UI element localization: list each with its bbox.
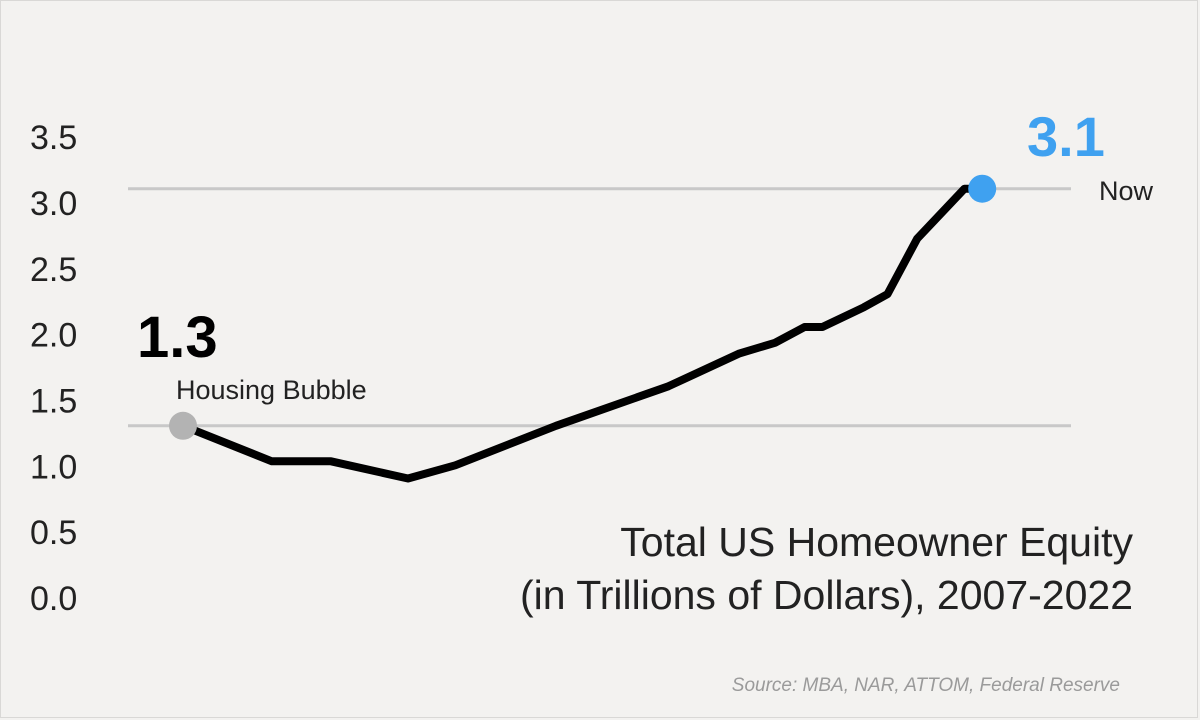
y-tick-label: 2.5	[30, 251, 77, 289]
annotations: 1.3 Housing Bubble 3.1 Now	[137, 105, 1154, 440]
housing-bubble-text: Housing Bubble	[176, 375, 367, 405]
now-text: Now	[1099, 176, 1154, 206]
y-tick-label: 0.0	[30, 580, 77, 618]
equity-series-line	[179, 184, 987, 483]
y-tick-label: 3.5	[30, 119, 77, 157]
chart-title-line-2: (in Trillions of Dollars), 2007-2022	[520, 572, 1133, 618]
y-tick-label: 2.0	[30, 317, 77, 355]
y-axis-ticks: 0.0 0.5 1.0 1.5 2.0 2.5 3.0 3.5	[30, 119, 77, 618]
reference-lines	[128, 187, 1071, 428]
y-tick-label: 1.5	[30, 382, 77, 420]
now-value-label: 3.1	[1027, 105, 1105, 168]
y-tick-label: 3.0	[30, 185, 77, 223]
y-tick-label: 0.5	[30, 514, 77, 552]
y-tick-label: 1.0	[30, 448, 77, 486]
housing-bubble-marker	[169, 411, 197, 440]
source-note: Source: MBA, NAR, ATTOM, Federal Reserve	[731, 675, 1120, 696]
chart-title-line-1: Total US Homeowner Equity	[620, 519, 1133, 565]
housing-bubble-value-label: 1.3	[137, 305, 218, 370]
now-marker	[968, 174, 997, 203]
